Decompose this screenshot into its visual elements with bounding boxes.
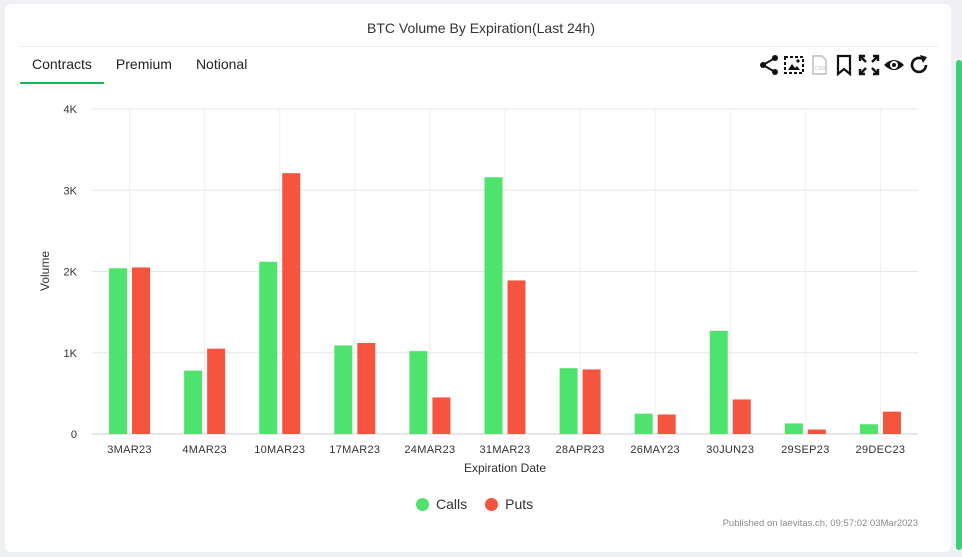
chart-legend: Calls Puts — [416, 496, 533, 512]
metric-tabs: Contracts Premium Notional — [20, 56, 259, 84]
chart-title: BTC Volume By Expiration(Last 24h) — [367, 20, 595, 36]
calls-bar — [109, 268, 128, 434]
puts-bar — [582, 369, 601, 434]
x-tick-label: 24MAR23 — [404, 444, 455, 456]
calls-bar — [709, 330, 728, 434]
bookmark-icon[interactable] — [833, 53, 855, 77]
calls-bar — [334, 345, 353, 434]
x-tick-label: 28APR23 — [555, 444, 604, 456]
calls-color-swatch — [416, 497, 429, 511]
title-divider — [20, 46, 938, 47]
x-tick-label: 29DEC23 — [856, 444, 906, 456]
svg-text:CSV: CSV — [815, 66, 826, 72]
calls-bar — [559, 368, 578, 434]
legend-puts-label: Puts — [505, 496, 534, 512]
page-scrollbar[interactable] — [956, 60, 962, 550]
puts-bar — [282, 173, 301, 434]
puts-bar — [882, 411, 901, 434]
x-tick-label: 10MAR23 — [254, 444, 305, 456]
tab-premium[interactable]: Premium — [115, 56, 172, 72]
y-axis-title: Volume — [38, 251, 52, 291]
y-tick-label: 3K — [64, 185, 78, 197]
tab-notional[interactable]: Notional — [195, 56, 248, 72]
x-tick-label: 31MAR23 — [479, 444, 530, 456]
x-tick-label: 30JUN23 — [706, 444, 754, 456]
puts-bar — [207, 348, 226, 434]
chart-toolbar: CSV — [758, 53, 930, 77]
y-tick-label: 0 — [71, 429, 77, 441]
puts-bar — [507, 280, 526, 434]
x-tick-label: 29SEP23 — [781, 444, 830, 456]
puts-bar — [357, 343, 376, 434]
refresh-icon[interactable] — [908, 53, 930, 77]
calls-bar — [184, 370, 203, 434]
y-tick-label: 4K — [64, 104, 78, 116]
x-tick-label: 4MAR23 — [182, 444, 227, 456]
calls-bar — [259, 261, 278, 434]
puts-bar — [132, 267, 151, 434]
puts-bar — [732, 399, 751, 434]
x-tick-label: 17MAR23 — [329, 444, 380, 456]
calls-bar — [484, 177, 503, 434]
share-icon[interactable] — [758, 53, 780, 77]
x-tick-label: 26MAY23 — [630, 444, 680, 456]
legend-calls[interactable]: Calls — [416, 496, 467, 512]
puts-bar — [807, 429, 826, 434]
puts-bar — [657, 414, 676, 434]
calls-bar — [784, 423, 803, 434]
y-tick-label: 2K — [64, 267, 78, 279]
tab-contracts[interactable]: Contracts — [20, 56, 104, 84]
eye-icon[interactable] — [883, 53, 905, 77]
puts-bar — [432, 397, 451, 434]
csv-download-icon[interactable]: CSV — [808, 53, 830, 77]
calls-bar — [634, 413, 653, 434]
published-note: Published on laevitas.ch, 09:57:02 03Mar… — [722, 518, 918, 529]
fullscreen-icon[interactable] — [858, 53, 880, 77]
image-download-icon[interactable] — [783, 53, 805, 77]
calls-bar — [859, 424, 878, 434]
x-axis-title: Expiration Date — [464, 461, 546, 475]
calls-bar — [409, 351, 428, 434]
legend-puts[interactable]: Puts — [485, 496, 533, 512]
legend-calls-label: Calls — [436, 496, 468, 512]
x-tick-label: 3MAR23 — [107, 444, 152, 456]
chart-card — [5, 4, 951, 552]
puts-color-swatch — [485, 497, 499, 511]
y-tick-label: 1K — [64, 348, 78, 360]
